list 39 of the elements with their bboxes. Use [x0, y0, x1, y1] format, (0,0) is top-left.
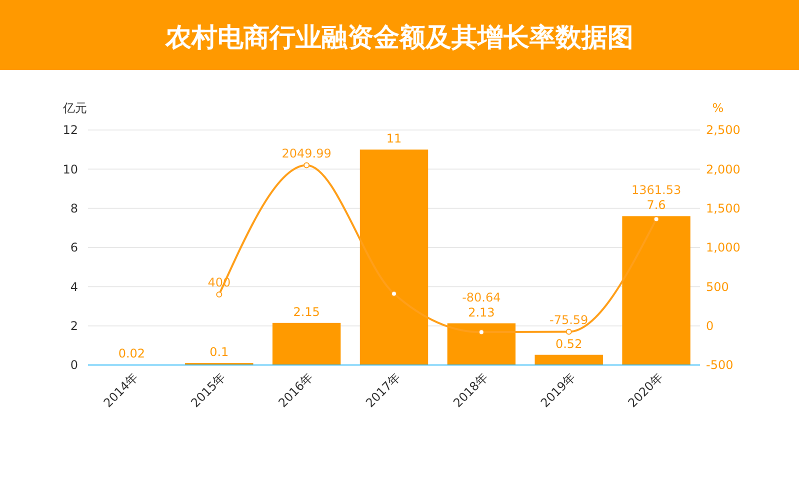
y-tick-label: 6	[70, 240, 78, 255]
data-label: 2.13	[468, 305, 495, 320]
bar	[534, 354, 603, 365]
bar	[272, 322, 341, 365]
y2-tick-label: 2,000	[706, 162, 740, 176]
y2-tick-label: 500	[706, 280, 729, 294]
y2-tick-label: 0	[706, 319, 714, 334]
point	[391, 290, 397, 297]
y-axis-title: 亿元	[62, 101, 87, 115]
data-label: 0.52	[556, 336, 582, 351]
point	[216, 292, 222, 298]
y2-tick-label: 2,500	[706, 123, 740, 138]
bar	[360, 150, 428, 365]
bar	[447, 323, 516, 365]
data-label: 0.02	[118, 346, 146, 361]
y-tick-label: 4	[70, 280, 78, 294]
data-label: -80.64	[462, 290, 501, 304]
data-label: 0.1	[210, 345, 229, 360]
data-label: -75.59	[550, 312, 588, 327]
data-label: 2049.99	[282, 146, 332, 160]
y2-axis-title: %	[712, 101, 724, 115]
y-tick-label: 8	[70, 202, 78, 216]
bar	[622, 216, 690, 365]
point	[566, 328, 572, 335]
y2-tick-label: 1,000	[706, 240, 740, 255]
y-tick-label: 12	[62, 123, 78, 138]
point	[478, 329, 484, 336]
y-tick-label: 2	[70, 319, 78, 334]
data-label: 1361.53	[631, 183, 682, 198]
y-tick-label: 0	[70, 358, 78, 372]
chart-title: 农村电商行业融资金额及其增长率数据图	[164, 23, 634, 53]
point	[304, 162, 310, 168]
data-label: 11	[386, 132, 402, 146]
y-tick-label: 10	[62, 162, 78, 176]
y2-tick-label: -500	[706, 358, 734, 372]
data-label: 7.6	[646, 198, 666, 212]
point	[653, 216, 660, 222]
y2-tick-label: 1,500	[706, 202, 740, 216]
data-label: 2.15	[293, 304, 320, 319]
